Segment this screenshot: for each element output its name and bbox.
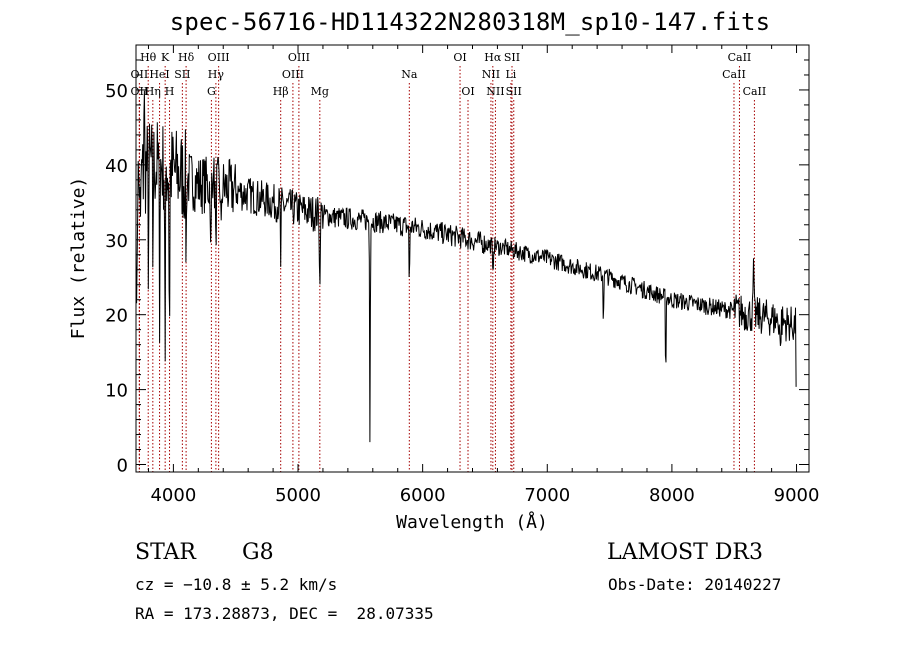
axis-ticks: 4000 5000 6000 7000 8000 9000 0 10 20 30 40 50 <box>105 45 819 506</box>
line-marker-label: CaII <box>728 51 752 64</box>
spectrum-line <box>135 90 797 443</box>
x-tick-label: 8000 <box>649 485 695 506</box>
redshift-text: cz = −10.8 ± 5.2 km/s <box>135 575 338 594</box>
line-marker-lines <box>138 66 755 472</box>
y-tick-label: 20 <box>105 306 128 327</box>
x-axis-label: Wavelength (Å) <box>396 511 548 533</box>
y-tick-label: 10 <box>105 381 128 402</box>
line-marker-label: OI <box>453 51 466 64</box>
line-marker-label: OIII <box>282 68 304 81</box>
coordinates-text: RA = 173.28873, DEC = 28.07335 <box>135 604 434 623</box>
line-marker-label: SII <box>504 51 520 64</box>
subclass: G8 <box>242 540 274 565</box>
line-marker-label: Hδ <box>178 51 195 64</box>
chart-title: spec-56716-HD114322N280318M_sp10-147.fit… <box>169 8 771 36</box>
line-marker-label: Na <box>401 68 418 81</box>
x-tick-label: 6000 <box>400 485 446 506</box>
line-marker-label: Hθ <box>140 51 157 64</box>
survey-label: LAMOST DR3 <box>607 540 763 565</box>
plot-frame <box>135 44 810 473</box>
line-marker-label: K <box>161 51 170 64</box>
line-marker-label: Hγ <box>208 68 225 81</box>
line-marker-label: NII <box>482 68 500 81</box>
line-marker-label: OI <box>461 85 474 98</box>
line-marker-label: Li <box>505 68 516 81</box>
y-tick-label: 50 <box>105 81 128 102</box>
line-marker-label: Mg <box>311 85 329 98</box>
obs-date: Obs-Date: 20140227 <box>608 575 782 594</box>
line-marker-label: CaII <box>743 85 767 98</box>
x-tick-label: 7000 <box>524 485 570 506</box>
y-tick-label: 40 <box>105 156 128 177</box>
line-marker-label: NII <box>486 85 504 98</box>
x-tick-label: 5000 <box>275 485 321 506</box>
line-marker-label: OIII <box>288 51 310 64</box>
object-class: STAR <box>135 540 196 565</box>
x-tick-label: 9000 <box>774 485 820 506</box>
y-axis-label: Flux (relative) <box>68 177 89 340</box>
line-marker-label: OII <box>131 85 149 98</box>
x-tick-label: 4000 <box>150 485 196 506</box>
y-tick-label: 0 <box>117 456 128 477</box>
line-marker-label: Hη <box>145 85 161 98</box>
line-marker-label: Hα <box>484 51 502 64</box>
line-marker-label: SII <box>174 68 190 81</box>
line-marker-label: CaII <box>722 68 746 81</box>
line-marker-label: OIII <box>208 51 230 64</box>
line-marker-label: HeI <box>149 68 169 81</box>
y-tick-label: 30 <box>105 231 128 252</box>
line-marker-label: H <box>165 85 175 98</box>
line-marker-label: Hβ <box>273 85 289 98</box>
line-marker-label: G <box>207 85 216 98</box>
line-marker-label: SII <box>506 85 522 98</box>
